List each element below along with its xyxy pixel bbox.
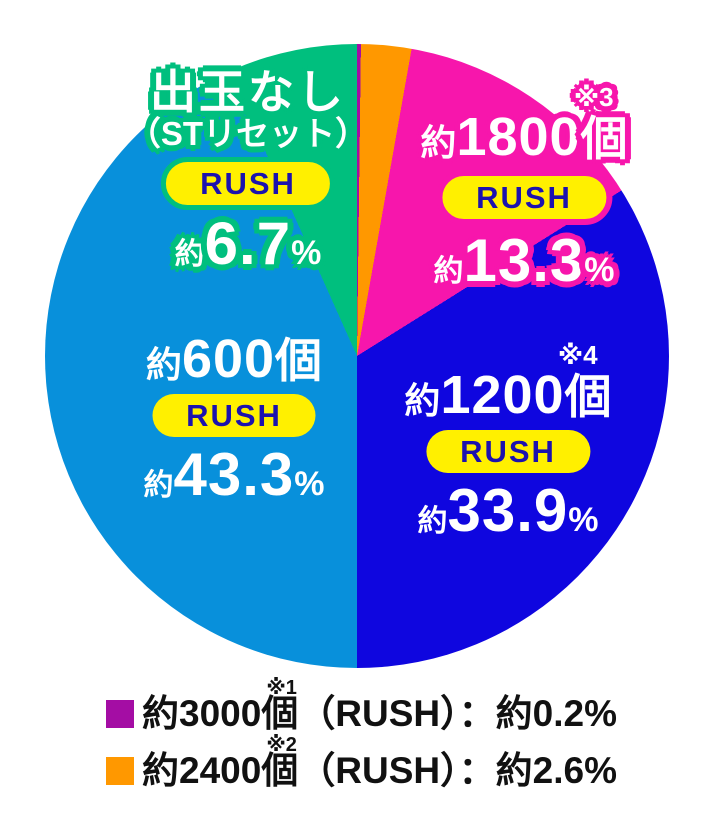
pie-chart xyxy=(45,44,669,668)
approx-prefix: 約 xyxy=(433,255,464,288)
legend-unit: 個 xyxy=(261,750,299,791)
approx-prefix: 約 xyxy=(420,122,457,163)
approx-prefix: 約 xyxy=(417,505,448,538)
legend-unit-wrap: ※2 個 xyxy=(261,735,299,791)
footnote-ref-1: ※1 xyxy=(266,677,297,699)
legend-pre: 約2400 xyxy=(142,750,262,791)
rush-badge-green: RUSH xyxy=(161,156,335,210)
amount-unit: 個 xyxy=(564,370,612,423)
slice-label-magenta: ※3 約1800個 RUSH 約13.3% xyxy=(420,84,627,291)
approx-prefix: 約 xyxy=(174,237,205,271)
legend-unit-wrap: ※1 個 xyxy=(261,678,299,734)
slice-lightblue-amount: 約600個 xyxy=(143,332,324,386)
percent-symbol: % xyxy=(568,501,599,539)
legend-swatch-purple xyxy=(106,700,134,728)
percent-value: 33.9 xyxy=(447,477,569,544)
amount-value: 1800 xyxy=(456,107,581,167)
slice-green-rush-row: RUSH xyxy=(128,156,368,210)
amount-value: 1200 xyxy=(440,365,565,425)
slice-lightblue-percent: 約43.3% xyxy=(143,445,324,505)
slice-magenta-amount: 約1800個 xyxy=(420,110,627,164)
rush-badge-magenta: RUSH xyxy=(436,170,612,225)
amount-unit: 個 xyxy=(580,112,628,165)
percent-symbol: % xyxy=(291,233,322,272)
amount-value: 600 xyxy=(181,329,276,389)
slice-green-percent: 約6.7% xyxy=(128,213,368,274)
slice-blue-rush-row: RUSH xyxy=(404,430,611,473)
slice-blue-amount: 約1200個 xyxy=(404,368,611,422)
slice-blue-percent: 約33.9% xyxy=(404,481,611,541)
slice-label-green: 出玉なし （STリセット） RUSH 約6.7% xyxy=(128,68,368,274)
percent-value: 6.7 xyxy=(204,209,292,277)
legend-item-3000: 約3000 ※1 個（RUSH）：約0.2% xyxy=(106,678,617,734)
footnote-ref-2: ※2 xyxy=(266,734,297,756)
legend-label: 約3000 ※1 個（RUSH）：約0.2% xyxy=(142,678,617,734)
amount-unit: 個 xyxy=(275,334,323,387)
legend: 約3000 ※1 個（RUSH）：約0.2% 約2400 ※2 個（RUSH）：約2.6… xyxy=(106,678,617,798)
slice-lightblue-rush-row: RUSH xyxy=(143,394,324,437)
legend-post: （RUSH）：約0.2% xyxy=(298,693,617,734)
legend-label: 約2400 ※2 個（RUSH）：約2.6% xyxy=(142,735,617,791)
footnote-ref-4: ※4 xyxy=(557,340,598,370)
slice-green-subtitle: （STリセット） xyxy=(127,115,369,153)
approx-prefix: 約 xyxy=(145,344,182,385)
rush-badge-lightblue: RUSH xyxy=(152,394,316,437)
slice-label-lightblue: 約600個 RUSH 約43.3% xyxy=(143,332,324,505)
legend-unit: 個 xyxy=(261,693,299,734)
footnote-ref-3: ※3 xyxy=(573,82,614,112)
rush-badge-blue: RUSH xyxy=(426,430,590,473)
legend-swatch-orange xyxy=(106,757,134,785)
percent-symbol: % xyxy=(584,251,615,289)
percent-symbol: % xyxy=(294,465,325,503)
approx-prefix: 約 xyxy=(404,380,441,421)
slice-label-blue: ※4 約1200個 RUSH 約33.9% xyxy=(404,342,611,541)
slice-green-title: 出玉なし xyxy=(149,66,346,118)
legend-post: （RUSH）：約2.6% xyxy=(298,750,617,791)
percent-value: 43.3 xyxy=(173,441,295,508)
approx-prefix: 約 xyxy=(143,469,174,502)
slice-magenta-rush-row: RUSH xyxy=(420,170,627,225)
percent-value: 13.3 xyxy=(463,227,585,294)
slice-magenta-percent: 約13.3% xyxy=(420,231,627,291)
legend-pre: 約3000 xyxy=(142,693,262,734)
legend-item-2400: 約2400 ※2 個（RUSH）：約2.6% xyxy=(106,735,617,791)
